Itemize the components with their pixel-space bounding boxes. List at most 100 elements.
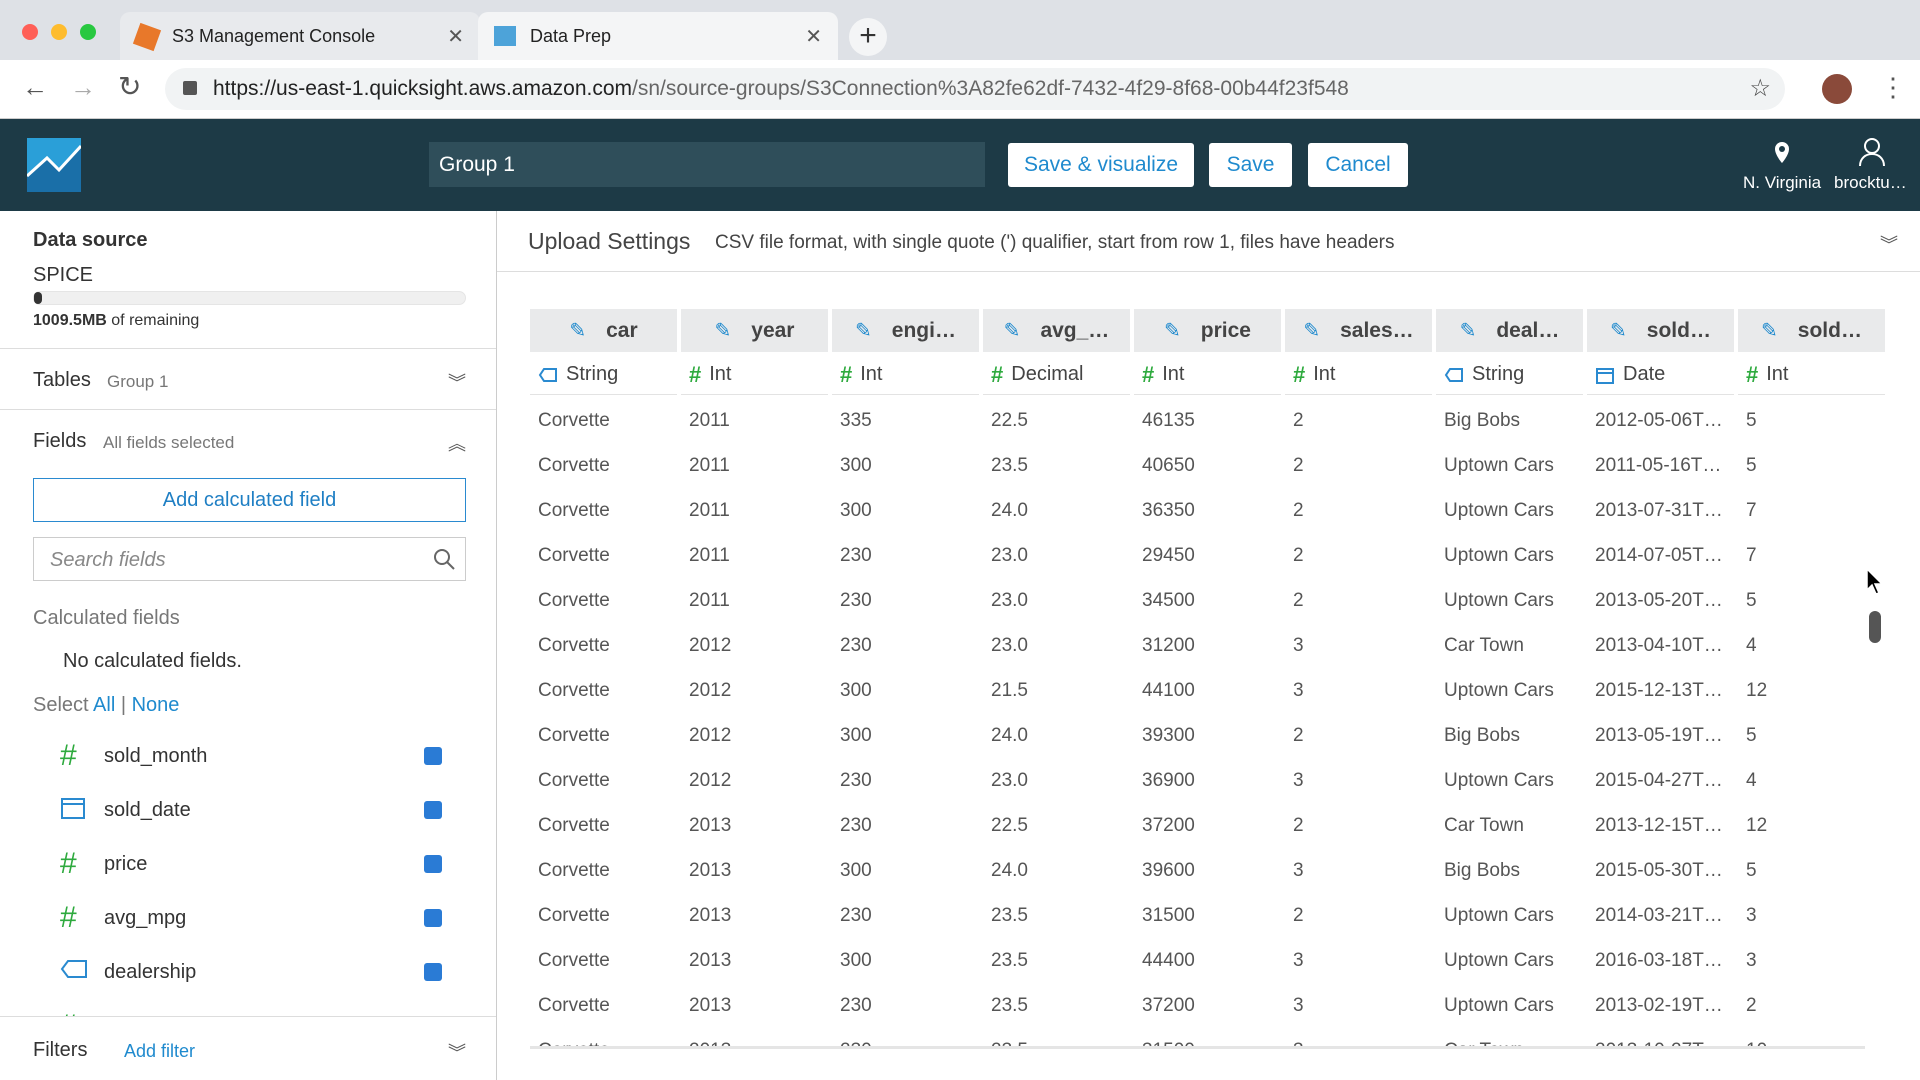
table-cell: 21.5 bbox=[991, 679, 1028, 701]
column-header[interactable]: ✎ deal… bbox=[1436, 309, 1583, 352]
column-type[interactable]: # Int bbox=[1738, 355, 1885, 395]
capacity-text: 1009.5MB of remaining bbox=[33, 312, 199, 330]
region-selector[interactable]: N. Virginia bbox=[1743, 173, 1822, 192]
column-header[interactable]: ✎ engi… bbox=[832, 309, 979, 352]
group-name-input[interactable]: Group 1 bbox=[429, 142, 985, 187]
tables-section[interactable]: Tables Group 1 ︾ bbox=[0, 349, 496, 410]
type-icon-part: # bbox=[1746, 361, 1759, 387]
minimize-window[interactable] bbox=[51, 24, 67, 40]
expand-chevron[interactable]: ︾ bbox=[448, 373, 466, 393]
user-menu[interactable]: brocktu… bbox=[1834, 173, 1907, 192]
column-type[interactable]: # Int bbox=[681, 355, 828, 395]
collapse-chevron[interactable]: ︽ bbox=[448, 434, 466, 454]
capacity-bar bbox=[33, 291, 466, 305]
field-row[interactable]: # sold_month bbox=[60, 729, 450, 783]
table-cell: 2013 bbox=[689, 859, 732, 881]
table-cell: Uptown Cars bbox=[1444, 904, 1554, 926]
column-type[interactable]: String bbox=[1436, 355, 1583, 395]
column-header[interactable]: ✎ sold… bbox=[1587, 309, 1734, 352]
add-filter[interactable]: Add filter bbox=[124, 1041, 196, 1061]
type-icon: # bbox=[689, 362, 701, 388]
table-cell: 2012 bbox=[689, 634, 732, 656]
forward-button[interactable]: → bbox=[70, 72, 96, 102]
column-header[interactable]: ✎ avg_… bbox=[983, 309, 1130, 352]
column-type[interactable]: String bbox=[530, 355, 677, 395]
table-cell: 300 bbox=[840, 499, 872, 521]
main-panel: Upload Settings CSV file format, with si… bbox=[497, 211, 1920, 1080]
select-all[interactable]: All bbox=[93, 694, 116, 716]
search-fields-input[interactable]: Search fields bbox=[33, 537, 466, 581]
table-cell: 230 bbox=[840, 994, 872, 1016]
table-cell: 7 bbox=[1746, 544, 1757, 566]
back-button[interactable]: ← bbox=[22, 72, 48, 102]
upload-settings-bar[interactable]: Upload Settings CSV file format, with si… bbox=[497, 211, 1920, 272]
browser-menu[interactable]: ⋮ bbox=[1880, 72, 1906, 102]
column-type[interactable]: # Int bbox=[832, 355, 979, 395]
table-cell: 5 bbox=[1746, 859, 1757, 881]
new-tab[interactable]: + bbox=[849, 18, 887, 56]
maximize-window[interactable] bbox=[80, 24, 96, 40]
field-row[interactable]: # avg_mpg bbox=[60, 891, 450, 945]
field-row[interactable]: dealership bbox=[60, 945, 450, 999]
table-cell: 3 bbox=[1285, 1028, 1436, 1048]
column-type[interactable]: Date bbox=[1587, 355, 1734, 395]
table-cell: 23.0 bbox=[991, 769, 1028, 791]
expand-chevron[interactable]: ︾ bbox=[448, 1043, 466, 1063]
field-row[interactable]: # price bbox=[60, 837, 450, 891]
profile-avatar[interactable] bbox=[1822, 74, 1852, 104]
table-cell: Corvette bbox=[530, 1028, 681, 1048]
table-cell: 2012-05-06T… bbox=[1595, 409, 1723, 431]
vertical-scrollbar[interactable] bbox=[1869, 611, 1881, 643]
save-button[interactable]: Save bbox=[1209, 143, 1292, 187]
column-header[interactable]: ✎ car bbox=[530, 309, 677, 352]
table-cell: 4 bbox=[1746, 769, 1757, 791]
type-icon-part bbox=[1444, 367, 1463, 382]
field-checkbox[interactable] bbox=[424, 909, 442, 927]
field-row[interactable]: sold_date bbox=[60, 783, 450, 837]
url-field[interactable]: https://us-east-1.quicksight.aws.amazon.… bbox=[165, 68, 1785, 110]
field-checkbox[interactable] bbox=[424, 801, 442, 819]
table-cell: 23.5 bbox=[991, 949, 1028, 971]
column-header[interactable]: ✎ price bbox=[1134, 309, 1281, 352]
expand-chevron[interactable]: ︾ bbox=[1880, 235, 1898, 255]
field-checkbox[interactable] bbox=[424, 855, 442, 873]
table-cell: 2012 bbox=[689, 724, 732, 746]
browser-tab-active[interactable]: Data Prep ✕ bbox=[478, 12, 838, 60]
table-cell: 2013-02-19T… bbox=[1595, 994, 1723, 1016]
save-visualize-button[interactable]: Save & visualize bbox=[1008, 143, 1194, 187]
column-name: price bbox=[1200, 318, 1251, 342]
select-none[interactable]: None bbox=[131, 694, 180, 716]
table-cell: 40650 bbox=[1142, 454, 1195, 476]
address-bar: ← → ↻ https://us-east-1.quicksight.aws.a… bbox=[0, 60, 1920, 119]
table-cell: 2013-10-27T… bbox=[1587, 1028, 1738, 1048]
column-type[interactable]: # Int bbox=[1134, 355, 1281, 395]
table-cell: 300 bbox=[840, 454, 872, 476]
tab-close[interactable]: ✕ bbox=[447, 26, 464, 48]
column-type[interactable]: # Decimal bbox=[983, 355, 1130, 395]
remaining: 1009.5MB bbox=[33, 312, 107, 329]
field-checkbox[interactable] bbox=[424, 963, 442, 981]
column-header[interactable]: ✎ sales… bbox=[1285, 309, 1432, 352]
column-header[interactable]: ✎ sold… bbox=[1738, 309, 1885, 352]
add-calculated-field-button[interactable]: Add calculated field bbox=[33, 478, 466, 522]
cancel-button[interactable]: Cancel bbox=[1308, 143, 1408, 187]
horizontal-scrollbar[interactable] bbox=[530, 1046, 1865, 1049]
type-icon bbox=[1595, 365, 1615, 385]
tab-title: S3 Management Console bbox=[172, 25, 376, 46]
browser-tab[interactable]: S3 Management Console ✕ bbox=[120, 12, 480, 60]
table-cell: Corvette bbox=[538, 724, 610, 746]
table-cell: 2 bbox=[1293, 724, 1304, 746]
tab-icon bbox=[494, 26, 516, 46]
column-header[interactable]: ✎ year bbox=[681, 309, 828, 352]
field-name: sold_month bbox=[104, 744, 208, 767]
quicksight-logo[interactable] bbox=[27, 138, 81, 192]
field-checkbox[interactable] bbox=[424, 747, 442, 765]
data-table: ✎ car String ✎ year # Int ✎ engi… # Int ✎ avg_… # Deci… bbox=[530, 211, 1892, 1047]
column-type[interactable]: # Int bbox=[1285, 355, 1432, 395]
type-icon: # bbox=[1293, 362, 1305, 388]
type-icon-part bbox=[1444, 367, 1463, 382]
bookmark-star[interactable]: ☆ bbox=[1749, 75, 1771, 102]
close-window[interactable] bbox=[22, 24, 38, 40]
reload-button[interactable]: ↻ bbox=[118, 71, 142, 102]
tab-close[interactable]: ✕ bbox=[805, 26, 822, 48]
